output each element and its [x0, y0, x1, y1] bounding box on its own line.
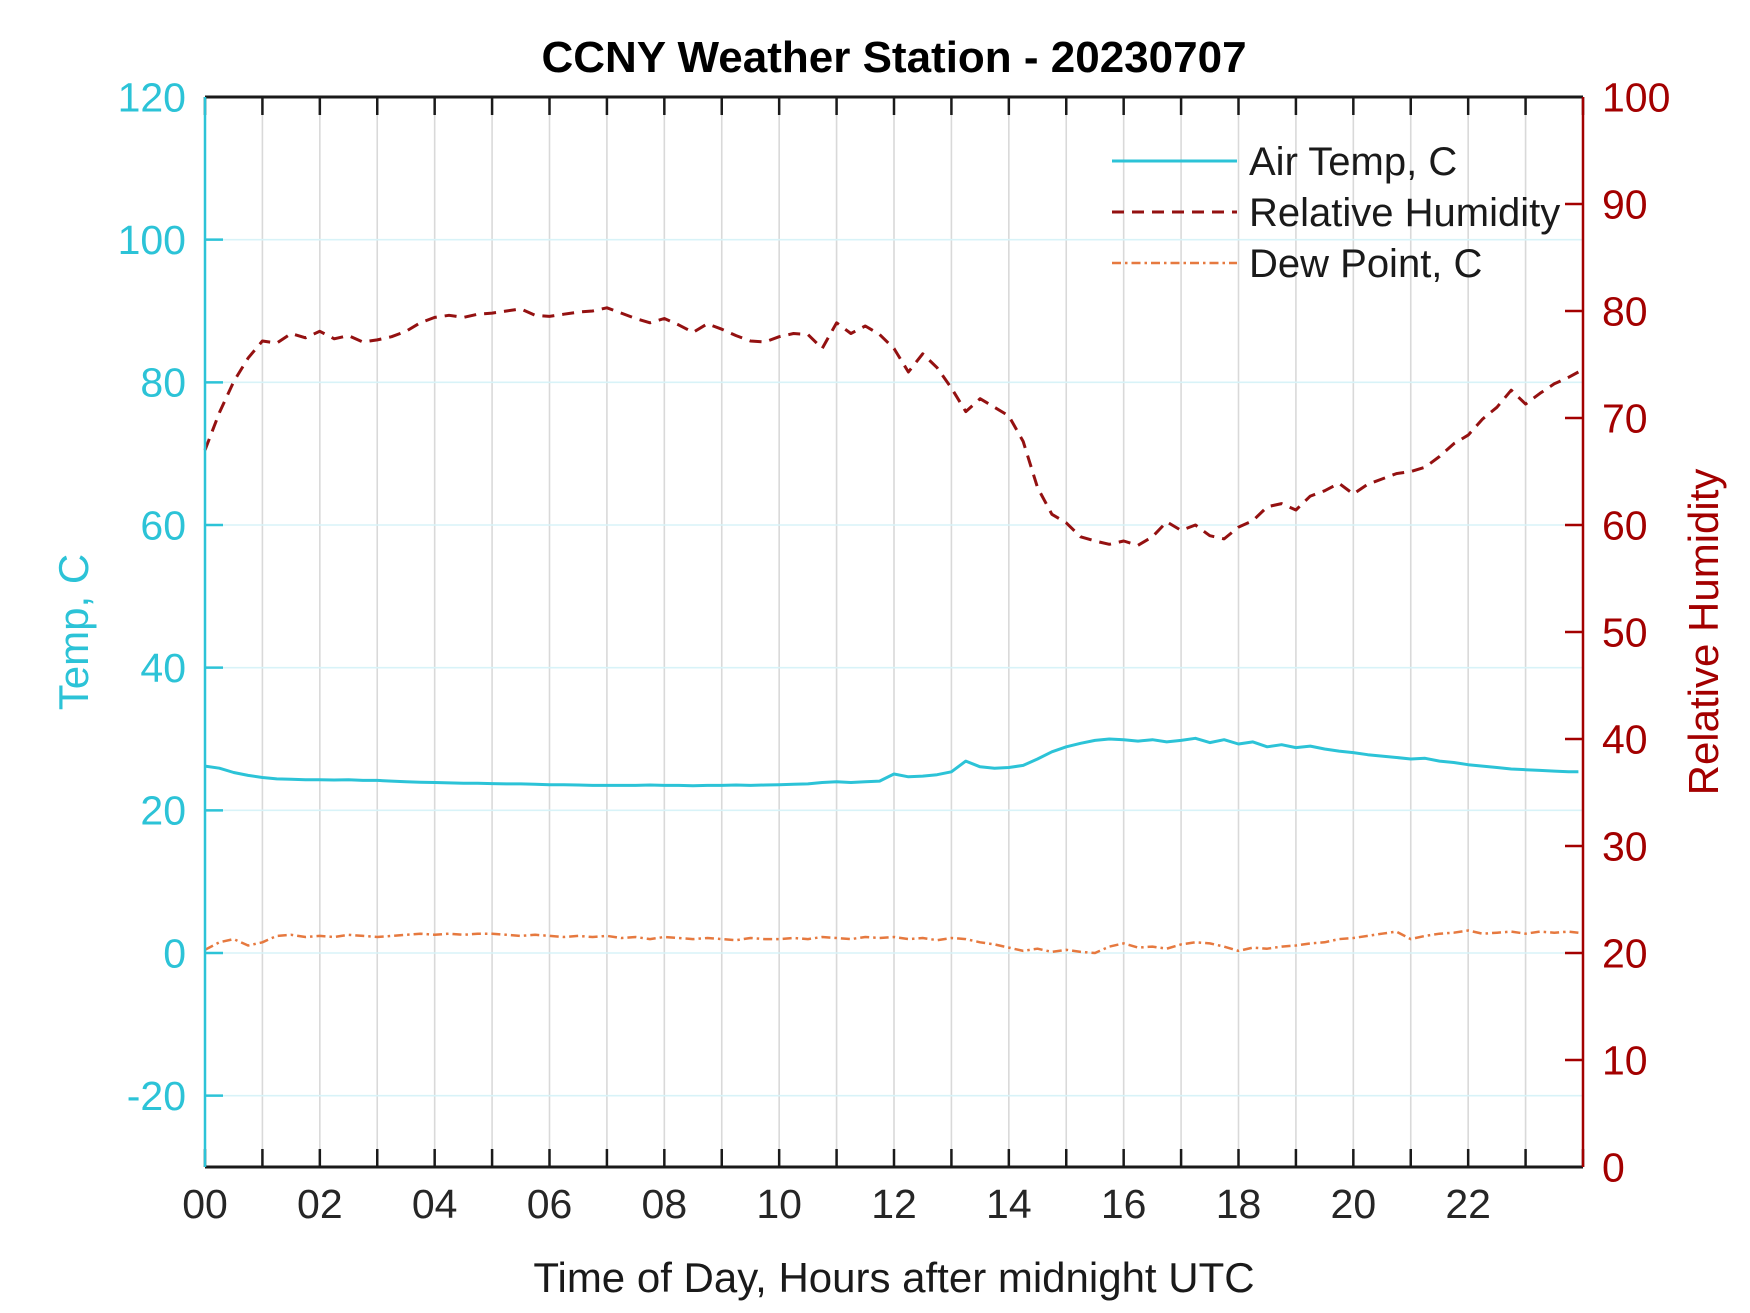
- x-tick-label: 00: [182, 1181, 228, 1227]
- legend-item-air-temp: Air Temp, C: [1112, 140, 1457, 184]
- left-tick-label: 20: [140, 788, 186, 834]
- left-tick-label: 120: [118, 74, 186, 120]
- right-tick-label: 100: [1602, 74, 1670, 120]
- left-tick-label: 40: [140, 645, 186, 691]
- legend-label-dew-point: Dew Point, C: [1249, 242, 1482, 286]
- left-y-axis-label: Temp, C: [50, 554, 97, 710]
- air-temp-c-line: [204, 736, 1579, 788]
- x-tick-label: 10: [756, 1181, 802, 1227]
- x-tick-label: 08: [642, 1181, 688, 1227]
- left-tick-label: 60: [140, 502, 186, 548]
- right-tick-label: 40: [1602, 716, 1648, 762]
- right-tick-label: 30: [1602, 823, 1648, 869]
- legend-item-dew-point: Dew Point, C: [1112, 242, 1482, 286]
- right-y-axis-label: Relative Humidity: [1680, 469, 1727, 796]
- right-tick-label: 60: [1602, 502, 1648, 548]
- series-layer: [203, 306, 1580, 955]
- right-tick-label: 70: [1602, 395, 1648, 441]
- right-tick-label: 0: [1602, 1144, 1625, 1190]
- right-tick-label: 10: [1602, 1037, 1648, 1083]
- legend: Air Temp, C Relative Humidity Dew Point,…: [1112, 140, 1560, 286]
- legend-label-air-temp: Air Temp, C: [1249, 140, 1457, 184]
- x-tick-label: 14: [986, 1181, 1032, 1227]
- left-tick-label: -20: [127, 1073, 186, 1119]
- x-tick-label: 16: [1101, 1181, 1147, 1227]
- x-axis-label: Time of Day, Hours after midnight UTC: [533, 1254, 1254, 1301]
- right-tick-label: 80: [1602, 288, 1648, 334]
- relative-humidity-line: [203, 306, 1580, 547]
- dew-point-c-line: [204, 929, 1579, 955]
- x-tick-label: 06: [527, 1181, 573, 1227]
- x-tick-label: 20: [1331, 1181, 1377, 1227]
- chart-title: CCNY Weather Station - 20230707: [541, 33, 1246, 82]
- right-tick-label: 90: [1602, 181, 1648, 227]
- left-tick-label: 80: [140, 360, 186, 406]
- legend-label-relative-humidity: Relative Humidity: [1249, 191, 1560, 235]
- right-tick-label: 20: [1602, 930, 1648, 976]
- tick-label-layer: -200204060801001200102030405060708090100…: [118, 74, 1671, 1227]
- x-tick-label: 22: [1445, 1181, 1491, 1227]
- axis-layer: [203, 95, 1585, 1169]
- left-tick-label: 100: [118, 217, 186, 263]
- x-tick-label: 18: [1216, 1181, 1262, 1227]
- grid-layer: [205, 97, 1583, 1167]
- x-tick-label: 12: [871, 1181, 917, 1227]
- left-tick-label: 0: [163, 930, 186, 976]
- x-tick-label: 02: [297, 1181, 343, 1227]
- right-tick-label: 50: [1602, 609, 1648, 655]
- legend-item-relative-humidity: Relative Humidity: [1112, 191, 1560, 235]
- x-tick-label: 04: [412, 1181, 458, 1227]
